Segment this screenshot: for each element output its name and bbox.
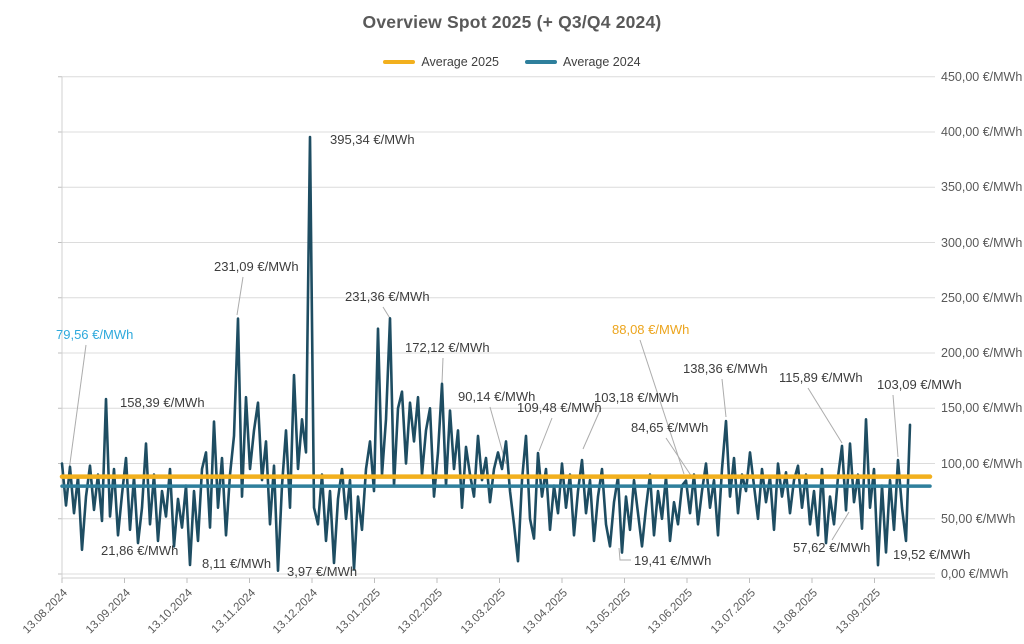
data-label-annotation: 115,89 €/MWh <box>779 370 863 385</box>
legend-swatch-average-2024 <box>525 60 557 64</box>
data-label-annotation: 172,12 €/MWh <box>405 340 490 355</box>
annotation-leader-line <box>721 378 727 418</box>
annotation-leader-line <box>665 437 695 481</box>
annotation-leader-line <box>538 417 553 452</box>
data-label-annotation: 395,34 €/MWh <box>330 132 415 147</box>
y-axis-tick-label: 0,00 €/MWh <box>941 567 1009 581</box>
y-axis-tick-label: 200,00 €/MWh <box>941 346 1023 360</box>
data-label-annotation: 138,36 €/MWh <box>683 361 768 376</box>
data-label-annotation: 21,86 €/MWh <box>101 543 179 558</box>
data-label-annotation: 109,48 €/MWh <box>517 400 602 415</box>
data-label-annotation: 19,41 €/MWh <box>634 553 712 568</box>
annotation-leader-line <box>441 357 444 384</box>
y-axis-tick-label: 400,00 €/MWh <box>941 125 1023 139</box>
data-label-annotation: 231,36 €/MWh <box>345 289 430 304</box>
y-axis-tick-label: 100,00 €/MWh <box>941 456 1023 471</box>
data-label-annotation: 90,14 €/MWh <box>458 389 536 404</box>
legend-label-average-2025: Average 2025 <box>421 55 499 69</box>
data-label-annotation: 158,39 €/MWh <box>120 395 205 410</box>
data-label-annotation: 57,62 €/MWh <box>793 540 871 555</box>
annotation-leader-line <box>831 511 850 541</box>
y-axis-tick-label: 350,00 €/MWh <box>941 180 1023 195</box>
data-label-annotation: 19,52 €/MWh <box>893 547 971 562</box>
legend-swatch-average-2025 <box>383 60 416 64</box>
annotation-leader-line <box>582 407 602 450</box>
y-axis-tick-label: 450,00 €/MWh <box>941 69 1023 84</box>
data-label-annotation: 88,08 €/MWh <box>612 322 690 337</box>
legend-label-average-2024: Average 2024 <box>563 55 641 69</box>
annotation-leader-line <box>618 547 631 561</box>
annotation-leader-line <box>67 344 87 479</box>
annotation-leader-line <box>639 339 685 475</box>
y-axis-tick-label: 250,00 €/MWh <box>941 290 1023 305</box>
data-label-annotation: 231,09 €/MWh <box>214 259 299 274</box>
y-axis-tick-label: 300,00 €/MWh <box>941 235 1023 250</box>
legend-item-average-2024[interactable]: Average 2024 <box>525 55 641 69</box>
data-label-annotation: 79,56 €/MWh <box>56 327 134 342</box>
legend-item-average-2025[interactable]: Average 2025 <box>383 55 499 69</box>
data-label-annotation: 103,09 €/MWh <box>877 377 962 392</box>
data-label-annotation: 84,65 €/MWh <box>631 420 709 435</box>
data-label-annotation: 3,97 €/MWh <box>287 564 358 579</box>
data-label-annotation: 8,11 €/MWh <box>202 556 272 571</box>
y-axis-tick-label: 150,00 €/MWh <box>941 401 1023 416</box>
annotation-leader-line <box>236 276 244 316</box>
y-axis-tick-label: 50,00 €/MWh <box>941 511 1016 526</box>
data-label-annotation: 103,18 €/MWh <box>594 390 679 405</box>
annotation-leader-line <box>892 394 899 458</box>
chart-title: Overview Spot 2025 (+ Q3/Q4 2024) <box>362 12 662 32</box>
annotation-leader-line <box>807 387 843 444</box>
legend: Average 2025 Average 2024 <box>0 54 1024 70</box>
